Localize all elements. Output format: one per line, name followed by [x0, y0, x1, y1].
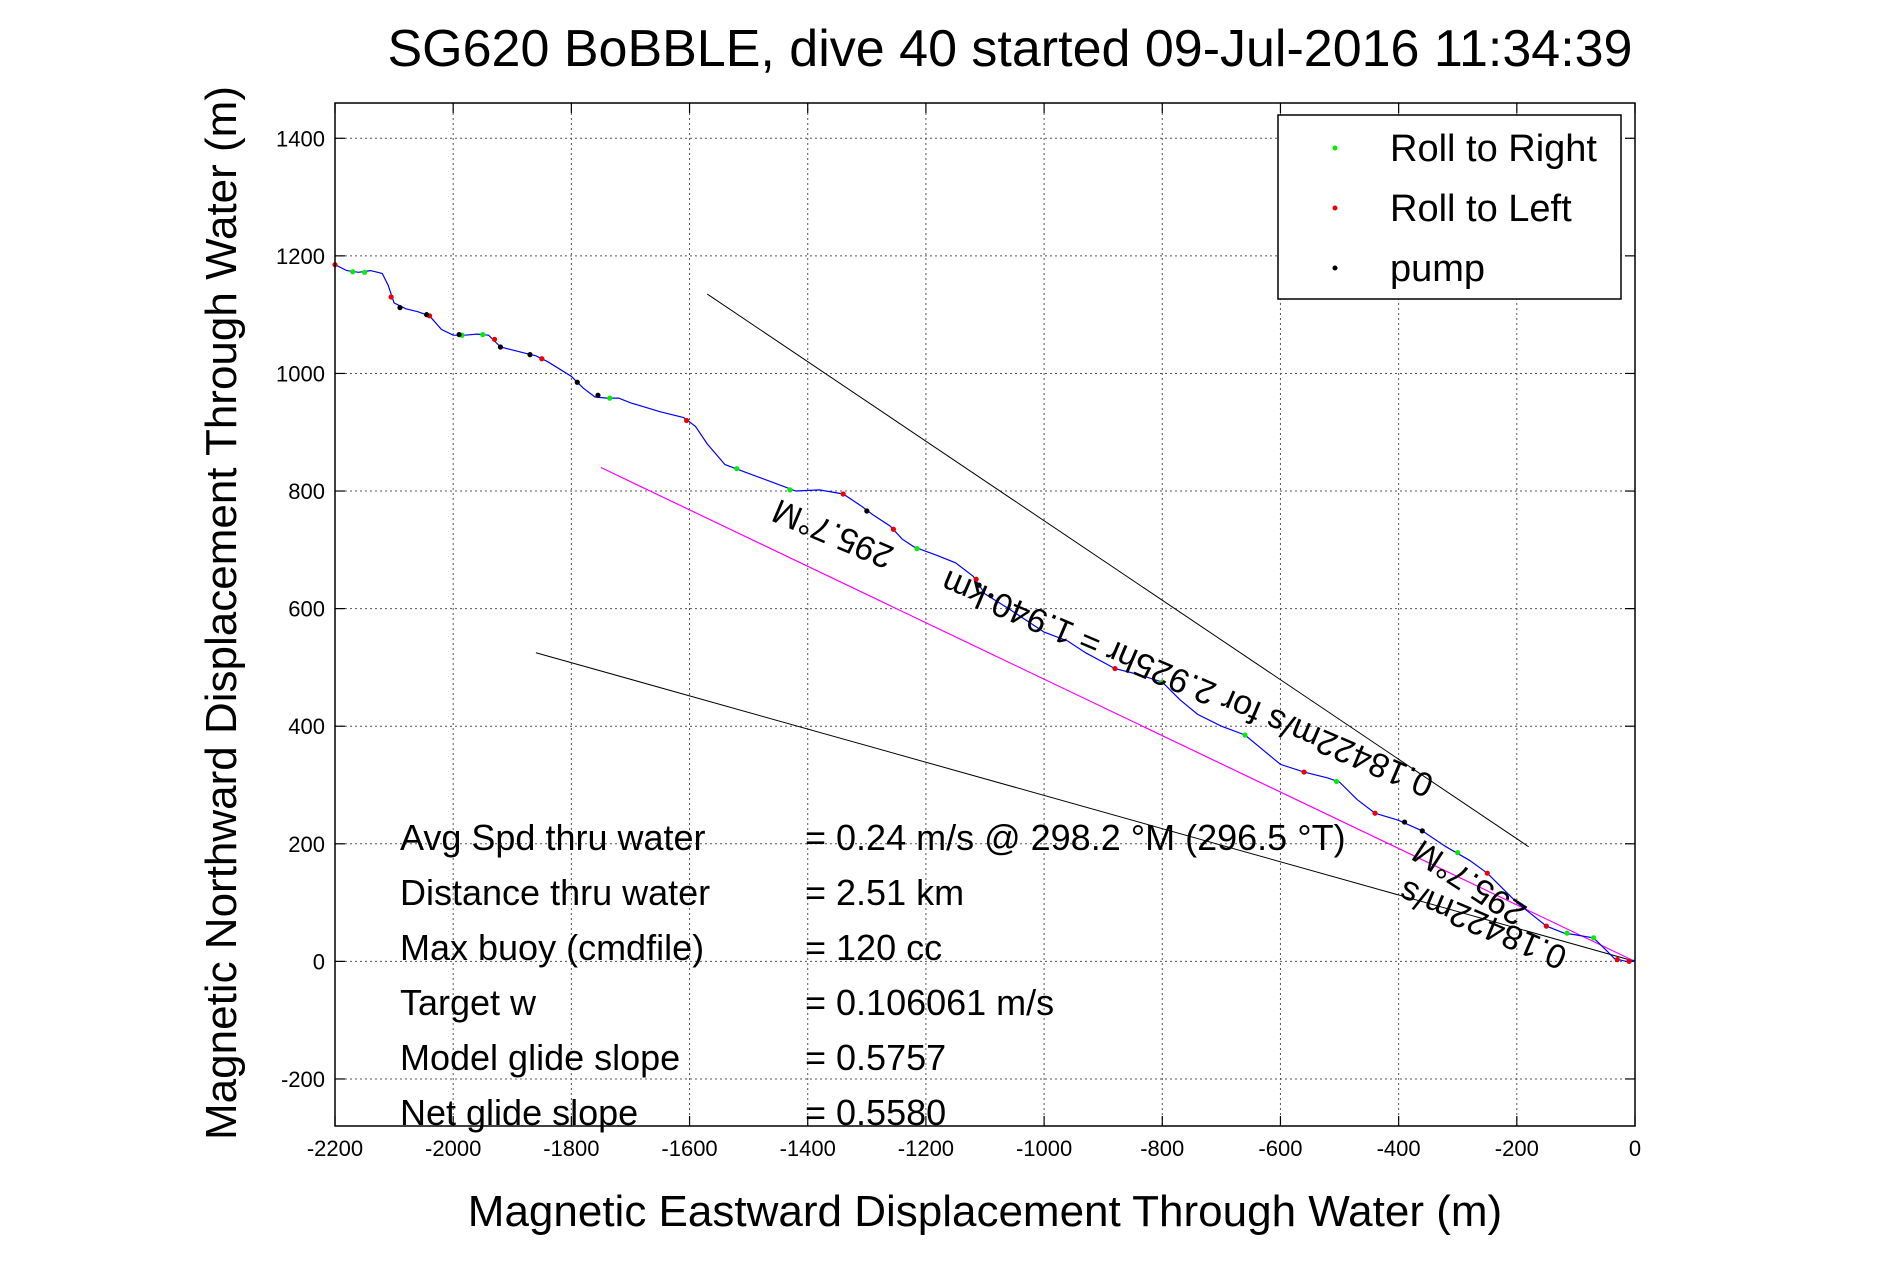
pump-point — [497, 344, 504, 350]
chart-title: SG620 BoBBLE, dive 40 started 09-Jul-201… — [388, 20, 1633, 78]
stat-label: Target w — [400, 982, 537, 1023]
y-tick-labels: -200 0 200 400 600 800 1000 1200 1400 — [276, 126, 325, 1092]
legend-label: Roll to Right — [1390, 128, 1597, 170]
roll-left-point — [539, 356, 545, 362]
x-tick-labels: -2200 -2000 -1800 -1600 -1400 -1200 -1000 -800-… — [307, 1136, 1641, 1161]
x-tick-label: 0 — [1629, 1136, 1641, 1161]
roll-left-point — [890, 526, 897, 532]
legend-marker — [1332, 205, 1338, 211]
roll-right-point — [1333, 778, 1340, 785]
legend-marker — [1332, 265, 1338, 271]
y-tick-label: 800 — [288, 479, 325, 504]
x-tick-label: -1800 — [543, 1136, 599, 1161]
pump-point — [574, 379, 580, 385]
y-tick-label: 1000 — [276, 361, 325, 386]
y-tick-label: 400 — [288, 714, 325, 739]
stat-label: Max buoy (cmdfile) — [400, 927, 704, 968]
pump-point — [1419, 828, 1425, 834]
roll-left-point — [1112, 665, 1118, 672]
roll-right-point — [1159, 679, 1165, 685]
roll-right-point — [734, 466, 740, 472]
roll-left-point — [1301, 769, 1307, 775]
roll-right-point — [787, 487, 793, 493]
stat-label: Distance thru water — [400, 872, 710, 913]
y-tick-label: 1400 — [276, 126, 325, 151]
roll-left-point — [1614, 957, 1620, 963]
y-tick-label: 600 — [288, 597, 325, 622]
x-tick-label: -1600 — [661, 1136, 717, 1161]
pump-point — [864, 508, 870, 514]
y-tick-label: -200 — [281, 1067, 325, 1092]
x-tick-label: -200 — [1495, 1136, 1539, 1161]
pump-point — [1401, 819, 1408, 825]
stat-label: Model glide slope — [400, 1037, 680, 1078]
pump-point — [423, 312, 430, 318]
heading-lines — [535, 293, 1636, 962]
roll-right-point — [1242, 732, 1248, 738]
roll-right-point — [480, 332, 486, 338]
stat-value: = 120 cc — [805, 927, 942, 968]
x-tick-label: -1000 — [1016, 1136, 1072, 1161]
y-axis-label: Magnetic Northward Displacement Through … — [197, 86, 246, 1140]
roll-left-point — [1543, 923, 1549, 929]
heading-line — [706, 293, 1529, 848]
glider-track — [334, 264, 1636, 963]
x-tick-label: -600 — [1258, 1136, 1302, 1161]
x-tick-label: -2200 — [307, 1136, 363, 1161]
roll-right-point — [350, 269, 356, 275]
stat-value: = 2.51 km — [805, 872, 964, 913]
stat-label: Net glide slope — [400, 1092, 638, 1133]
roll-left-point — [1484, 870, 1490, 876]
track-markers — [332, 262, 1632, 964]
stat-value: = 0.106061 m/s — [805, 982, 1054, 1023]
roll-left-point — [388, 294, 394, 300]
course-line-segment — [600, 466, 1636, 962]
pump-point — [397, 305, 403, 311]
roll-right-point — [361, 269, 368, 275]
x-tick-label: -1200 — [898, 1136, 954, 1161]
roll-left-point — [973, 576, 979, 582]
x-tick-label: -2000 — [425, 1136, 481, 1161]
legend-marker — [1332, 145, 1338, 151]
stat-value: = 0.24 m/s @ 298.2 °M (296.5 °T) — [805, 817, 1346, 858]
pump-point — [595, 392, 601, 398]
pump-point — [976, 582, 982, 588]
course-line — [600, 466, 1636, 962]
pump-point — [527, 352, 533, 358]
legend-label: Roll to Left — [1390, 188, 1572, 230]
x-tick-label: -400 — [1377, 1136, 1421, 1161]
roll-left-point — [1372, 810, 1378, 816]
x-tick-label: -800 — [1140, 1136, 1184, 1161]
roll-right-point — [1591, 935, 1597, 941]
legend: Roll to Right Roll to Left pump — [1277, 114, 1622, 300]
stat-value: = 0.5757 — [805, 1037, 946, 1078]
track-line — [334, 264, 1636, 963]
roll-right-point — [1455, 850, 1461, 856]
grid — [334, 103, 1636, 1126]
roll-left-point — [683, 417, 690, 424]
x-tick-label: -1400 — [780, 1136, 836, 1161]
roll-left-point — [840, 491, 846, 497]
roll-left-point — [491, 336, 498, 342]
roll-right-point — [914, 546, 920, 552]
plot-frame — [334, 102, 1636, 1127]
y-tick-label: 0 — [313, 949, 325, 974]
stat-value: = 0.5580 — [805, 1092, 946, 1133]
pump-point — [456, 332, 462, 338]
heading-line — [535, 652, 1636, 962]
y-tick-label: 1200 — [276, 244, 325, 269]
legend-label: pump — [1390, 248, 1485, 290]
roll-right-point — [1564, 930, 1570, 936]
y-tick-label: 200 — [288, 832, 325, 857]
pump-point — [988, 593, 994, 599]
stat-label: Avg Spd thru water — [400, 817, 706, 858]
roll-left-point — [1626, 958, 1632, 964]
roll-right-point — [607, 395, 613, 401]
legend-items: Roll to Right Roll to Left pump — [1332, 128, 1597, 290]
x-axis-label: Magnetic Eastward Displacement Through W… — [468, 1187, 1502, 1236]
